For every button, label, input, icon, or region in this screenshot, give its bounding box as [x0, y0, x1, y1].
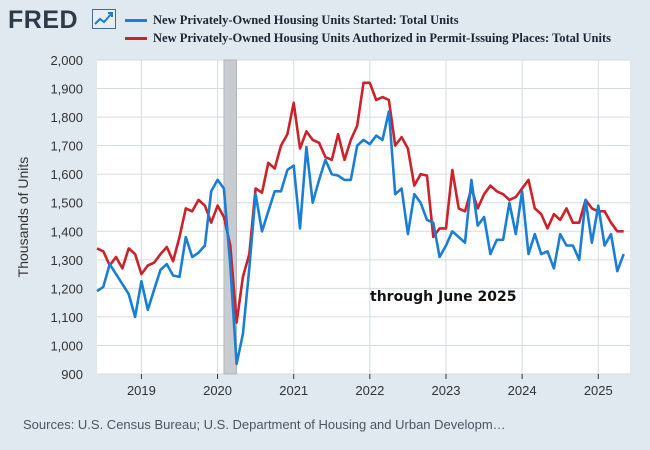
series-layer: [96, 81, 625, 366]
legend-swatch-started: [125, 19, 147, 22]
series-line-building-permits: [96, 81, 624, 324]
y-tick-label: 1,800: [50, 110, 83, 125]
line-chart: 900 1,000 1,100 1,200 1,300 1,400 1,500 1,600 1,…: [15, 53, 630, 398]
legend-label-permits: New Privately-Owned Housing Units Author…: [153, 31, 611, 45]
x-tick-label: 2020: [203, 383, 232, 398]
grid-layer: [97, 59, 630, 375]
y-tick-label: 2,000: [50, 53, 83, 68]
x-axis-tick-labels: 2019 2020 2021 2022 2023 2024 2025: [127, 374, 613, 398]
source-note: Sources: U.S. Census Bureau; U.S. Depart…: [23, 417, 506, 432]
y-tick-label: 900: [61, 367, 83, 382]
y-axis-label: Thousands of Units: [15, 157, 31, 278]
y-tick-label: 1,400: [50, 224, 83, 239]
y-axis-tick-labels: 900 1,000 1,100 1,200 1,300 1,400 1,500 1,600 1,…: [50, 53, 83, 382]
x-tick-label: 2024: [508, 383, 537, 398]
fred-logo[interactable]: FRED: [8, 6, 79, 34]
x-tick-label: 2025: [584, 383, 613, 398]
chart-annotation: through June 2025: [370, 289, 517, 305]
chart-header: FRED New Privately-Owned Housing Units S…: [0, 0, 650, 46]
y-tick-label: 1,000: [50, 338, 83, 353]
x-tick-label: 2023: [432, 383, 461, 398]
series-line-housing-starts: [96, 110, 625, 366]
trend-line-icon: [92, 9, 116, 29]
legend-swatch-permits: [125, 37, 147, 40]
x-tick-label: 2022: [355, 383, 384, 398]
legend-label-started: New Privately-Owned Housing Units Starte…: [153, 13, 459, 27]
y-tick-label: 1,900: [50, 82, 83, 97]
y-tick-label: 1,300: [50, 253, 83, 268]
plot-area: [97, 60, 630, 374]
y-tick-label: 1,500: [50, 196, 83, 211]
y-tick-label: 1,700: [50, 139, 83, 154]
x-tick-label: 2019: [127, 383, 156, 398]
x-tick-label: 2021: [279, 383, 308, 398]
y-tick-label: 1,600: [50, 167, 83, 182]
y-tick-label: 1,100: [50, 310, 83, 325]
y-tick-label: 1,200: [50, 281, 83, 296]
